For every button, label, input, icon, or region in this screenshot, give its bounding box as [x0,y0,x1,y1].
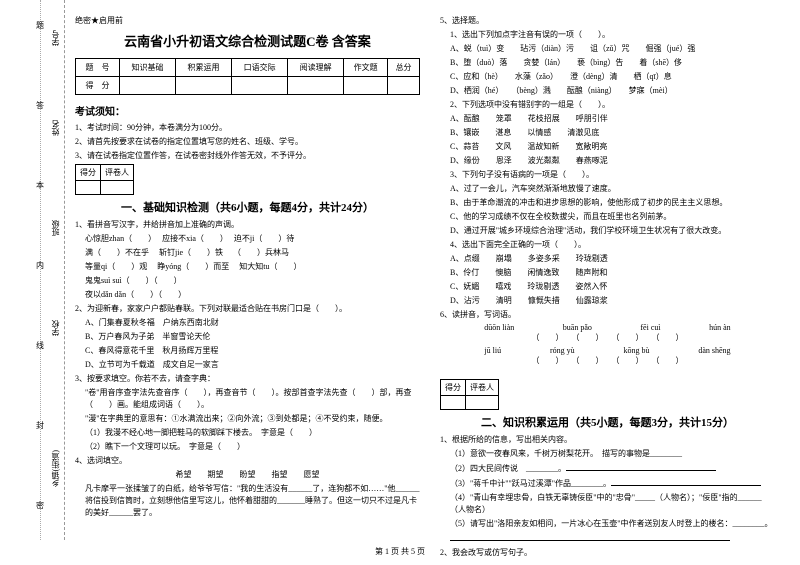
q1-line5: 夜以dǎn dǎn（ ）（ ） [75,289,420,301]
q5-2b: B、镶嵌 湛息 以情感 清澈见底 [440,127,775,139]
notice-header: 考试须知： [75,103,420,118]
s2-q1-1: （1）意欲一夜春风来，千树万树梨花开。 描写的事物是________ [440,448,775,460]
q2-prompt: 2、为迎新春，家家户户都贴春联。下列对联最适合贴在书房门口是（ ）。 [75,303,420,315]
q2-a: A、门集春夏秋冬福 户纳东西南北财 [75,317,420,329]
q5-2d: D、缘份 恩泽 波光粼粼 春燕啄泥 [440,155,775,167]
q3-line1: "卷"用音序查字法先查音序（ ），再查音节（ ）。按部首查字法先查（ ）部，再查… [75,387,420,411]
q5-1a: A、蜕（tuì）变 玷污（diàn）污 诅（zǔ）咒 倔强（jué）强 [440,43,775,55]
seal-char-2: 本 [36,180,44,191]
notice-1: 1、考试时间：90分钟，本卷满分为100分。 [75,122,420,133]
q5-4c: C、妩媚 嘻戏 玲珑剔透 姿然入怀 [440,281,775,293]
margin-label-class: 班级 [50,220,61,236]
q5-2c: C、蒜苔 文风 温故知新 宽敞明亮 [440,141,775,153]
s2-q1-5blank [440,532,775,545]
notice-2: 2、请首先按要求在试卷的指定位置填写您的姓名、班级、学号。 [75,136,420,147]
q4-line1: 凡卡摩平一张揉皱了的白纸，给爷爷写信："我的生活没有______了，连狗都不如…… [75,483,420,519]
score-table: 题 号 知识基础 积累运用 口语交际 阅读理解 作文题 总分 得 分 [75,58,420,95]
q6-blank-row1: （ ） （ ） （ ） （ ） [440,332,775,344]
binding-margin: 学号 姓名 班级 学校 乡镇(街道) 题 答 本 内 线 封 密 [0,0,65,540]
seal-char-6: 密 [36,500,44,511]
q2-d: D、立节可为千载道 成文自足一家言 [75,359,420,371]
notice-3: 3、请在试卷指定位置作答，在试卷密封线外作答无效，不予评分。 [75,150,420,161]
blank-line [566,462,716,471]
q5-3d: D、通过开展"城乡环境综合治理"活动，我们学校环境卫生状况有了很大改变。 [440,225,775,237]
section2-header: 二、知识积累运用（共5小题，每题3分，共计15分） [440,414,775,430]
section1-header: 一、基础知识检测（共6小题，每题4分，共计24分） [75,199,420,215]
content-area: 绝密★启用前 云南省小升初语文综合检测试题C卷 含答案 题 号 知识基础 积累运… [75,15,795,561]
margin-label-school: 学校 [50,320,61,336]
q6-blank-row2: （ ） （ ） （ ） （ ） [440,355,775,367]
confidential-label: 绝密★启用前 [75,15,420,26]
q3-line3a: （1）我漫不经心地一脚把鞋马的软脚踩下楼去。 字意是（ ） [75,427,420,439]
q5-4b: B、伶仃 懊脑 闲情逸致 随声附和 [440,267,775,279]
q5-1b: B、堕（duò）落 贪婪（lán） 亵（bìng）告 着（shē）侈 [440,57,775,69]
seal-char-5: 封 [36,420,44,431]
q1-line4: 鬼鬼suì suì（ ）（ ） [75,275,420,287]
q2-c: C、春风得意花千里 秋月扬辉万里程 [75,345,420,357]
q5-prompt: 5、选择题。 [440,15,775,27]
s2-q1-4: （4）"青山有幸埋忠骨，白铁无辜铸佞臣"中的"忠骨"_____（人物名）；"佞臣… [440,492,775,516]
q5-3c: C、他的学习成绩不仅在全校数拔尖，而且在班里也名列前茅。 [440,211,775,223]
margin-label-town: 乡镇(街道) [50,450,61,487]
q1-line1: 心惊胆zhan（ ） 应接不xia（ ） 迫不ji（ ）待 [75,233,420,245]
column-right: 5、选择题。 1、选出下列加点字注音有误的一项（ ）。 A、蜕（tuì）变 玷污… [430,15,785,561]
seal-char-1: 答 [36,100,44,111]
page-footer: 第 1 页 共 5 页 [0,546,800,557]
q5-4: 4、选出下面完全正确的一项（ ）。 [440,239,775,251]
q5-3: 3、下列句子没有语病的一项是（ ）。 [440,169,775,181]
blank-line [611,477,761,486]
s2-q1-2: （2）四大民间传说 ________。 [440,462,775,475]
exam-title: 云南省小升初语文综合检测试题C卷 含答案 [75,31,420,50]
q5-1d: D、栖润（hé） （bèng）溅 酝酿（niàng） 梦寐（mèi） [440,85,775,97]
q2-b: B、万户春风为子弟 半窗雪论天伦 [75,331,420,343]
seal-char-0: 题 [36,20,44,31]
q5-4a: A、点缀 崩塌 多姿多采 玲珑剔透 [440,253,775,265]
seal-char-3: 内 [36,260,44,271]
s2-q1-3: （3）"蒋千中计""跃马过溪潭"作品________。 [440,477,775,490]
score-value-row: 得 分 [76,77,420,95]
grader-box-2: 得分评卷人 [440,379,499,410]
s2-q1-prompt: 1、根据所给的信息，写出相关内容。 [440,434,775,446]
s2-q1-5: （5）请写出"洛阳亲友如相问，一片冰心在玉壶"中作者送别友人时登上的楼名：___… [440,518,775,530]
q6-prompt: 6、读拼音，写词语。 [440,309,775,321]
margin-label-id: 学号 [50,30,61,46]
column-left: 绝密★启用前 云南省小升初语文综合检测试题C卷 含答案 题 号 知识基础 积累运… [75,15,430,561]
q5-4d: D、沾污 清明 慷慨失措 仙露琼浆 [440,295,775,307]
q6-pinyin-row1: dūōn liàn buān pǎo fēi cuì hún àn [440,323,775,332]
q4-words: 希望 期望 盼望 指望 愿望 [75,469,420,481]
q5-3b: B、由于革命潮流的冲击和进步思想的影响，使他形成了初步的民主主义思想。 [440,197,775,209]
q3-line3b: （2）瞧下一个文理可以玩。 字意是（ ） [75,441,420,453]
q5-1c: C、应和（hè） 水藻（zǎo） 澄（dèng）清 栖（qī）息 [440,71,775,83]
margin-label-name: 姓名 [50,120,61,136]
q1-line3: 等量qi（ ）观 睁yóng（ ）而至 知大知tu（ ） [75,261,420,273]
q1-prompt: 1、看拼音写汉字，并给拼音加上准确的声调。 [75,219,420,231]
q5-3a: A、过了一会儿，汽车突然渐渐地放慢了速度。 [440,183,775,195]
q6-pinyin-row2: jū liú róng yù kōng bù dàn shēng [440,346,775,355]
q3-line2: "漫"在字典里的意思有：①水满流出来；②向外流；③到处都是；④不受约束，随便。 [75,413,420,425]
grader-box-1: 得分评卷人 [75,164,134,195]
q3-prompt: 3、按要求填空。你若不去，请查字典： [75,373,420,385]
q1-line2: 满（ ）不在乎 斩钉jie（ ）铁 （ ）兵林马 [75,247,420,259]
seal-char-4: 线 [36,340,44,351]
score-header-row: 题 号 知识基础 积累运用 口语交际 阅读理解 作文题 总分 [76,59,420,77]
q5-2: 2、下列选项中没有错别字的一组是（ ）。 [440,99,775,111]
q4-prompt: 4、选词填空。 [75,455,420,467]
q5-2a: A、酝酿 笼罩 花枝招展 呼朋引伴 [440,113,775,125]
blank-line [450,532,730,541]
q5-1: 1、选出下列加点字注音有误的一项（ ）。 [440,29,775,41]
